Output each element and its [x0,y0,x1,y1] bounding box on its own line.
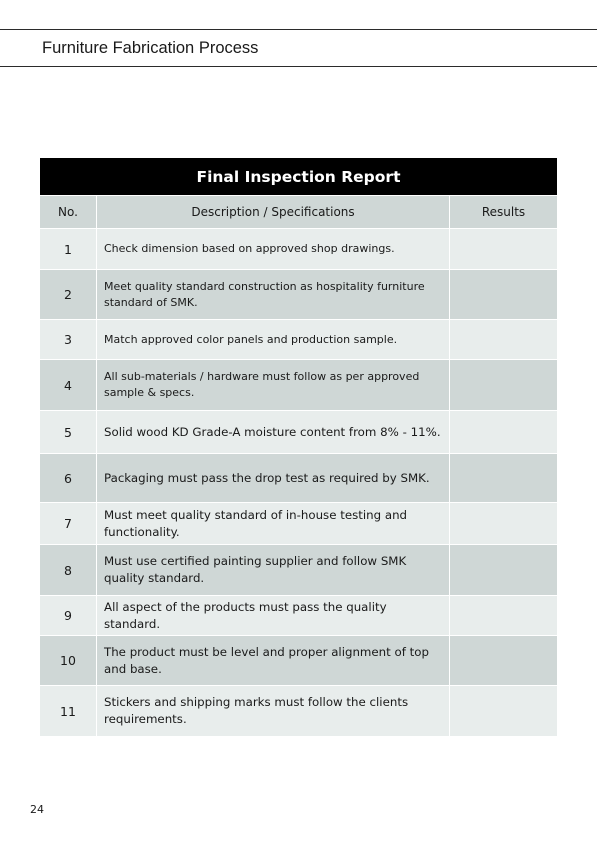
row-result [449,410,558,454]
row-number: 5 [39,410,97,454]
row-result [449,228,558,270]
column-header-description: Description / Specifications [96,195,450,229]
inspection-report-table: Final Inspection Report No. Description … [39,157,558,737]
table-row: 3 Match approved color panels and produc… [39,319,558,360]
table-row: 2 Meet quality standard construction as … [39,269,558,320]
row-result [449,502,558,545]
row-number: 3 [39,319,97,360]
row-result [449,635,558,686]
table-row: 1 Check dimension based on approved shop… [39,228,558,270]
header-rule-top [0,29,597,30]
row-description: The product must be level and proper ali… [96,635,450,686]
column-header-no: No. [39,195,97,229]
row-description: All aspect of the products must pass the… [96,595,450,636]
row-result [449,269,558,320]
row-number: 7 [39,502,97,545]
row-result [449,595,558,636]
row-number: 1 [39,228,97,270]
table-row: 11 Stickers and shipping marks must foll… [39,685,558,737]
row-result [449,319,558,360]
page-number: 24 [30,803,44,816]
row-description: Must meet quality standard of in-house t… [96,502,450,545]
row-description: All sub-materials / hardware must follow… [96,359,450,411]
table-row: 7 Must meet quality standard of in-house… [39,502,558,545]
row-number: 4 [39,359,97,411]
row-description: Stickers and shipping marks must follow … [96,685,450,737]
row-description: Solid wood KD Grade-A moisture content f… [96,410,450,454]
row-number: 9 [39,595,97,636]
table-row: 5 Solid wood KD Grade-A moisture content… [39,410,558,454]
table-row: 10 The product must be level and proper … [39,635,558,686]
row-number: 8 [39,544,97,596]
row-description: Packaging must pass the drop test as req… [96,453,450,503]
row-result [449,544,558,596]
row-number: 11 [39,685,97,737]
row-description: Match approved color panels and producti… [96,319,450,360]
row-number: 2 [39,269,97,320]
header-rule-bottom [0,66,597,67]
table-row: 9 All aspect of the products must pass t… [39,595,558,636]
row-number: 10 [39,635,97,686]
row-result [449,359,558,411]
table-row: 8 Must use certified painting supplier a… [39,544,558,596]
row-result [449,453,558,503]
column-header-results: Results [449,195,558,229]
row-description: Check dimension based on approved shop d… [96,228,450,270]
row-number: 6 [39,453,97,503]
row-result [449,685,558,737]
report-title: Final Inspection Report [39,157,558,196]
table-row: 4 All sub-materials / hardware must foll… [39,359,558,411]
table-row: 6 Packaging must pass the drop test as r… [39,453,558,503]
row-description: Must use certified painting supplier and… [96,544,450,596]
page-title: Furniture Fabrication Process [42,39,259,57]
row-description: Meet quality standard construction as ho… [96,269,450,320]
